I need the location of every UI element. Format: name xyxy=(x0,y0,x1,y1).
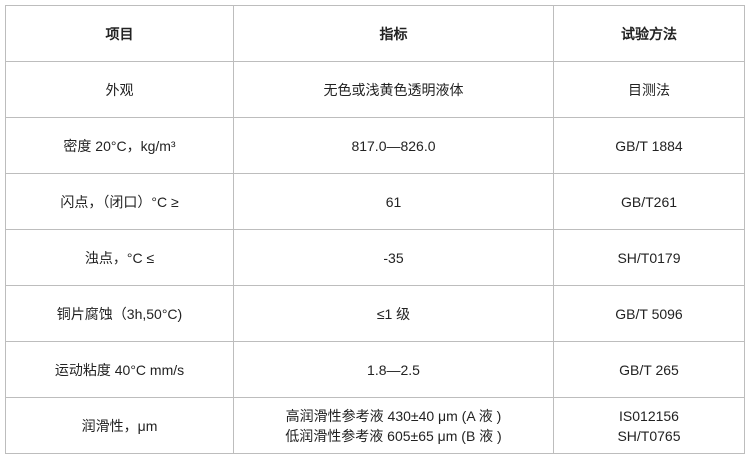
header-cell: 项目 xyxy=(5,5,234,62)
header-cell: 试验方法 xyxy=(553,5,745,62)
spec-table: 项目 指标 试验方法 外观 无色或浅黄色透明液体 目测法 密度 20°C，kg/m³ 8… xyxy=(5,5,745,454)
table-cell: 外观 xyxy=(5,61,234,118)
table-cell: 高润滑性参考液 430±40 μm (A 液 ) 低润滑性参考液 605±65 μ… xyxy=(233,397,554,454)
table-cell: 61 xyxy=(233,173,554,230)
table-cell: GB/T 1884 xyxy=(553,117,745,174)
table-cell: 润滑性，μm xyxy=(5,397,234,454)
table-row: 外观 无色或浅黄色透明液体 目测法 xyxy=(5,61,745,118)
header-cell: 指标 xyxy=(233,5,554,62)
table-cell: 铜片腐蚀（3h,50°C) xyxy=(5,285,234,342)
cell-line: 高润滑性参考液 430±40 μm (A 液 ) xyxy=(285,407,502,424)
table-cell: GB/T 265 xyxy=(553,341,745,398)
table-cell: 运动粘度 40°C mm/s xyxy=(5,341,234,398)
table-cell: IS012156 SH/T0765 xyxy=(553,397,745,454)
header-row: 项目 指标 试验方法 xyxy=(5,5,745,62)
table-cell: GB/T261 xyxy=(553,173,745,230)
table-cell: -35 xyxy=(233,229,554,286)
table-cell: 817.0—826.0 xyxy=(233,117,554,174)
table-cell: SH/T0179 xyxy=(553,229,745,286)
table-cell: 1.8—2.5 xyxy=(233,341,554,398)
table-cell: ≤1 级 xyxy=(233,285,554,342)
table-cell: 密度 20°C，kg/m³ xyxy=(5,117,234,174)
table-cell: 闪点，（闭口）°C ≥ xyxy=(5,173,234,230)
cell-line: IS012156 xyxy=(619,407,679,424)
cell-line: 低润滑性参考液 605±65 μm (B 液 ) xyxy=(285,427,502,444)
table-cell: GB/T 5096 xyxy=(553,285,745,342)
table-row: 铜片腐蚀（3h,50°C) ≤1 级 GB/T 5096 xyxy=(5,285,745,342)
table-body: 外观 无色或浅黄色透明液体 目测法 密度 20°C，kg/m³ 817.0—826.0 G… xyxy=(5,61,745,454)
table-row: 浊点，°C ≤ -35 SH/T0179 xyxy=(5,229,745,286)
table-cell: 浊点，°C ≤ xyxy=(5,229,234,286)
table-cell: 目测法 xyxy=(553,61,745,118)
table-row: 闪点，（闭口）°C ≥61 GB/T261 xyxy=(5,173,745,230)
table-row: 密度 20°C，kg/m³ 817.0—826.0 GB/T 1884 xyxy=(5,117,745,174)
table-row: 运动粘度 40°C mm/s 1.8—2.5 GB/T 265 xyxy=(5,341,745,398)
table-row: 润滑性，μm 高润滑性参考液 430±40 μm (A 液 ) 低润滑性参考液 60… xyxy=(5,397,745,454)
cell-line: SH/T0765 xyxy=(617,427,681,444)
table-cell: 无色或浅黄色透明液体 xyxy=(233,61,554,118)
